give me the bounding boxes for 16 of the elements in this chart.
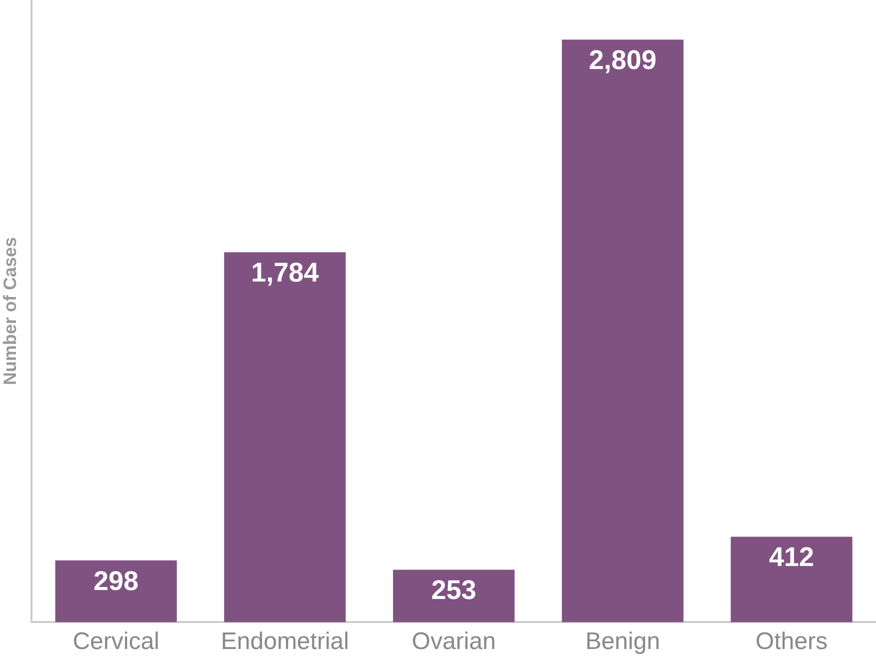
bar — [730, 536, 852, 622]
bar — [224, 252, 346, 622]
y-axis-title: Number of Cases — [0, 237, 20, 386]
x-tick-label: Ovarian — [412, 628, 496, 656]
data-label: 2,809 — [588, 45, 656, 76]
data-label: 253 — [431, 575, 476, 606]
bar — [562, 40, 684, 622]
bar — [393, 570, 515, 622]
x-tick-label: Benign — [585, 628, 660, 656]
x-tick-label: Cervical — [72, 628, 160, 656]
x-tick-label: Endometrial — [220, 628, 349, 656]
data-label: 1,784 — [251, 258, 319, 288]
bar — [55, 560, 177, 622]
data-label: 412 — [769, 542, 814, 572]
data-label: 298 — [94, 566, 139, 596]
x-tick-label: Others — [756, 628, 828, 656]
